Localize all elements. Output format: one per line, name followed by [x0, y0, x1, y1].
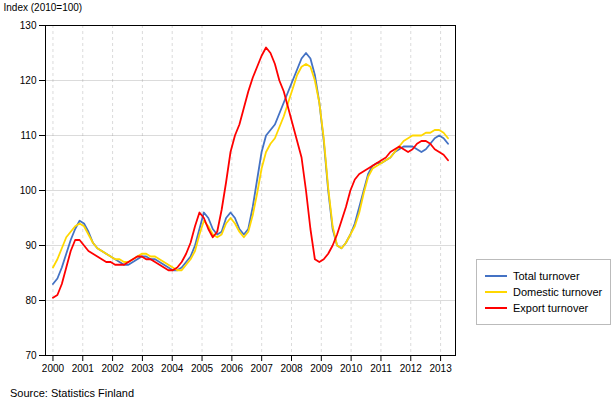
- svg-text:110: 110: [21, 130, 37, 141]
- svg-text:100: 100: [20, 185, 37, 196]
- svg-text:130: 130: [20, 20, 37, 31]
- html-text:Total turnover: Total turnover: [513, 270, 580, 282]
- html-text:Source: Statistics Finland: Source: Statistics Finland: [10, 387, 135, 399]
- svg-text:120: 120: [20, 75, 37, 86]
- svg-text:2006: 2006: [221, 363, 244, 374]
- svg-text:2007: 2007: [251, 363, 274, 374]
- svg-text:2012: 2012: [400, 363, 423, 374]
- svg-text:2001: 2001: [72, 363, 95, 374]
- svg-text:2013: 2013: [429, 363, 452, 374]
- svg-text:2005: 2005: [191, 363, 214, 374]
- svg-text:2000: 2000: [42, 363, 65, 374]
- svg-text:70: 70: [25, 350, 37, 361]
- svg-text:2004: 2004: [161, 363, 184, 374]
- svg-text:2009: 2009: [310, 363, 333, 374]
- html-text:Export turnover: Export turnover: [513, 302, 589, 314]
- svg-text:2002: 2002: [101, 363, 124, 374]
- svg-text:2003: 2003: [131, 363, 154, 374]
- svg-text:90: 90: [25, 240, 37, 251]
- svg-text:2010: 2010: [340, 363, 363, 374]
- html-text:Domestic turnover: Domestic turnover: [513, 286, 603, 298]
- svg-text:80: 80: [25, 295, 37, 306]
- svg-text:Index (2010=100): Index (2010=100): [4, 2, 83, 13]
- svg-text:2008: 2008: [280, 363, 303, 374]
- svg-text:2011: 2011: [370, 363, 392, 374]
